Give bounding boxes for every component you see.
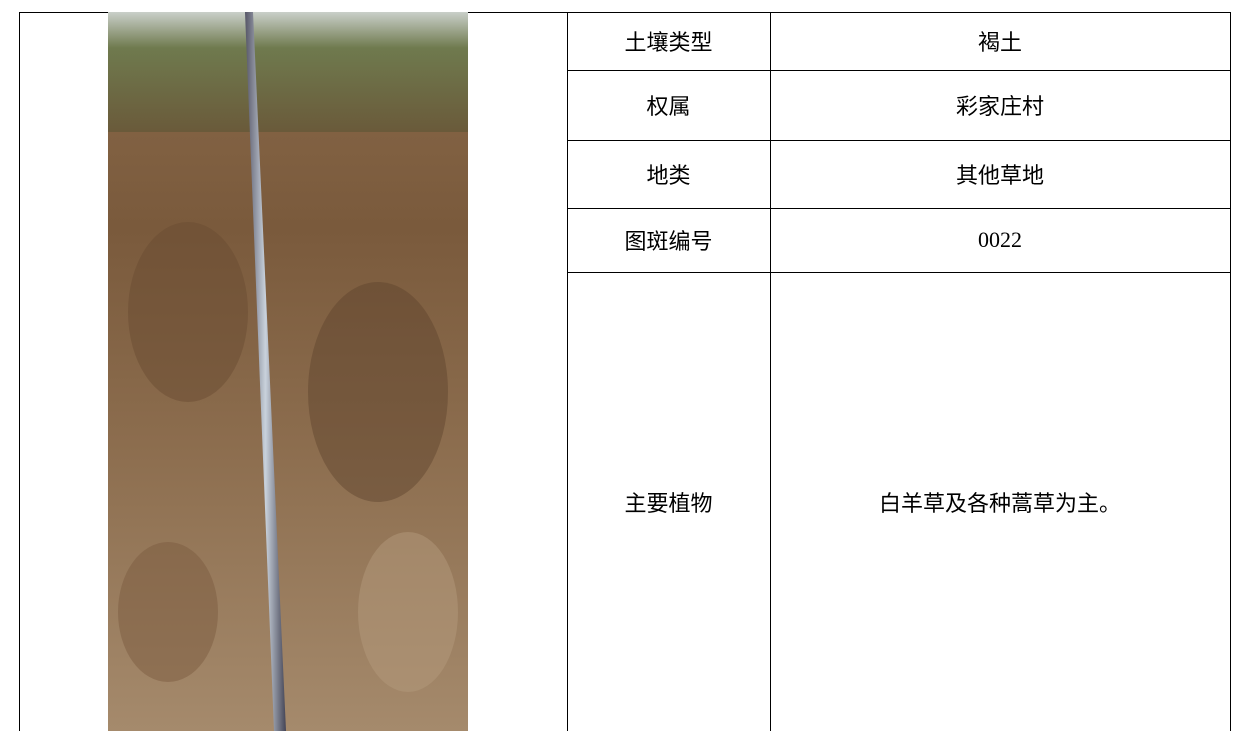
row-value: 0022 [978, 227, 1022, 252]
border [1230, 12, 1231, 731]
border [770, 12, 771, 731]
row-label: 图斑编号 [624, 229, 713, 254]
row-label: 地类 [646, 163, 691, 188]
border [567, 12, 568, 731]
border [567, 140, 1231, 141]
row-value: 彩家庄村 [955, 94, 1044, 119]
row-value: 白羊草及各种蒿草为主。 [878, 490, 1121, 516]
row-value: 褐土 [977, 30, 1022, 55]
border [567, 208, 1231, 209]
row-label: 权属 [646, 94, 691, 119]
row-label: 土壤类型 [624, 30, 713, 55]
row-label: 主要植物 [624, 490, 713, 516]
border [567, 272, 1231, 273]
soil-photo [108, 12, 468, 731]
row-value: 其他草地 [955, 163, 1044, 188]
border [19, 12, 1231, 13]
border [19, 12, 20, 731]
border [567, 70, 1231, 71]
